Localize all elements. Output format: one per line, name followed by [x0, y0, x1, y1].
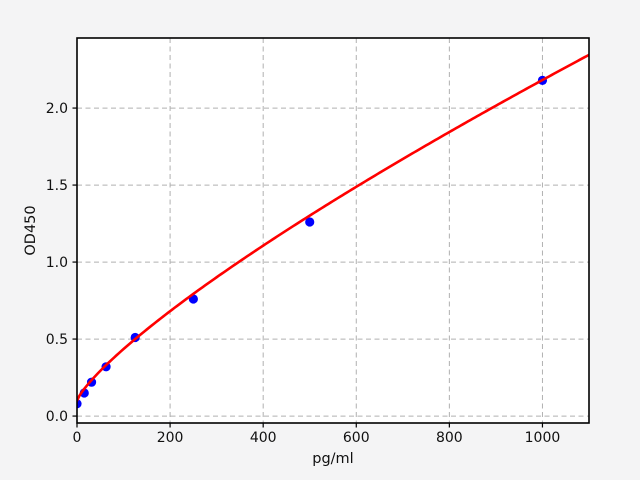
- y-tick-label: 1.0: [46, 255, 68, 271]
- plot-border: [76, 37, 590, 424]
- x-tick-label: 1000: [525, 430, 561, 446]
- x-tick-label: 800: [436, 430, 463, 446]
- y-tick-labels: 0.0 0.5 1.0 1.5 2.0: [46, 101, 68, 425]
- x-tick-label: 200: [157, 430, 184, 446]
- y-tick-label: 0.0: [46, 409, 68, 425]
- fit-curve-line: [77, 53, 589, 402]
- x-tick-labels: 0 200 400 600 800 1000: [73, 430, 561, 446]
- y-tick-label: 0.5: [46, 332, 68, 348]
- y-tick-label: 2.0: [46, 101, 68, 117]
- fit-curve: [77, 53, 589, 402]
- x-axis-label: pg/ml: [312, 451, 353, 467]
- y-axis-label: OD450: [23, 205, 39, 255]
- standard-data-point: [77, 399, 82, 409]
- standard-data-point: [305, 217, 315, 227]
- x-tick-label: 600: [343, 430, 370, 446]
- x-tick-label: 0: [73, 430, 82, 446]
- x-tick-label: 400: [250, 430, 277, 446]
- y-tick-label: 1.5: [46, 178, 68, 194]
